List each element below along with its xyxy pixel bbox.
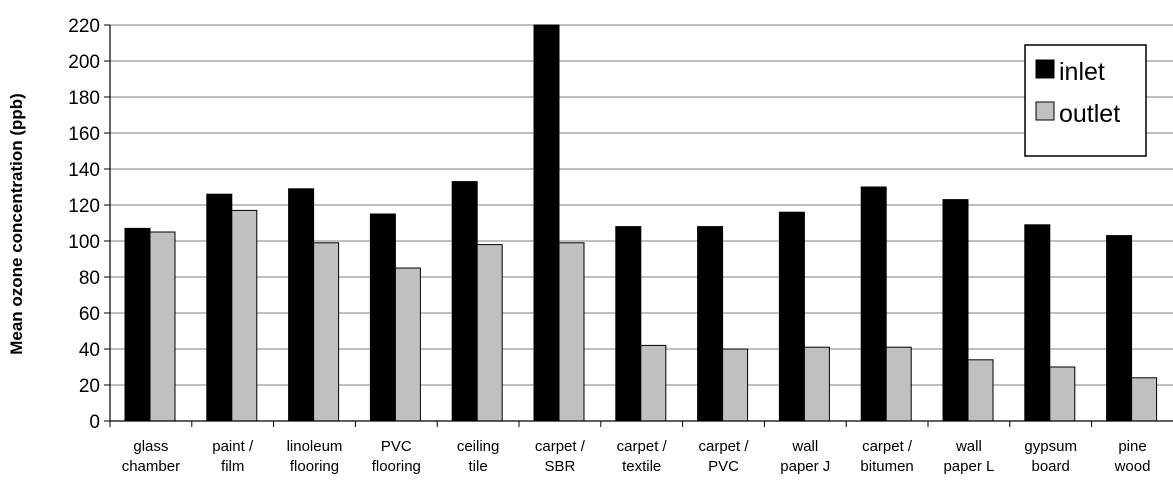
y-tick-label: 60 xyxy=(79,304,100,325)
x-category-label: PVC flooring xyxy=(372,438,421,475)
bar-outlet xyxy=(803,346,830,422)
bar-outlet xyxy=(313,242,340,422)
y-axis-title: Mean ozone concentration (ppb) xyxy=(7,93,26,355)
x-category-label-line: SBR xyxy=(544,458,575,475)
bar-outlet xyxy=(394,267,421,422)
x-category-label-line: carpet / xyxy=(698,438,749,455)
y-tick-label: 220 xyxy=(68,16,100,37)
x-category-label-line: board xyxy=(1032,458,1070,475)
bar-inlet xyxy=(1106,235,1133,422)
x-category-label: gypsum board xyxy=(1024,438,1077,475)
x-category-label: carpet / bitumen xyxy=(860,438,913,475)
bar-outlet xyxy=(149,231,176,422)
bar-outlet xyxy=(558,242,585,422)
y-tick-label: 140 xyxy=(68,160,100,181)
bar-outlet xyxy=(1131,377,1158,422)
bar-outlet xyxy=(231,209,258,422)
x-category-label-line: wall xyxy=(791,438,818,455)
y-tick-label: 100 xyxy=(68,232,100,253)
x-category-label: wall paper J xyxy=(780,438,830,475)
y-tick-label: 160 xyxy=(68,124,100,145)
x-category-label: ceiling tile xyxy=(457,438,500,475)
x-category-label: carpet / PVC xyxy=(698,438,749,475)
bar-inlet xyxy=(942,199,969,422)
x-category-label: carpet / textile xyxy=(617,438,668,475)
bar-inlet xyxy=(451,181,478,422)
x-category-label-line: carpet / xyxy=(862,438,913,455)
x-category-label-line: ceiling xyxy=(457,438,500,455)
bar-inlet xyxy=(1024,224,1051,422)
x-category-label: pine wood xyxy=(1114,438,1151,475)
x-category-label-line: chamber xyxy=(122,458,180,475)
x-category-label-line: gypsum xyxy=(1024,438,1077,455)
bar-outlet xyxy=(640,344,667,422)
x-category-label-line: film xyxy=(221,458,244,475)
x-category-label-line: paint / xyxy=(212,438,254,455)
legend-swatch-outlet xyxy=(1035,101,1055,121)
x-category-label-line: linoleum xyxy=(287,438,343,455)
bar-outlet xyxy=(722,348,749,422)
y-tick-label: 120 xyxy=(68,196,100,217)
x-category-label: wall paper L xyxy=(943,438,994,475)
x-category-label: carpet / SBR xyxy=(535,438,586,475)
x-category-label-line: flooring xyxy=(290,458,339,475)
bar-outlet xyxy=(885,346,912,422)
x-category-label-line: wall xyxy=(955,438,982,455)
axes xyxy=(104,24,1173,427)
bar-inlet xyxy=(615,226,642,422)
bar-inlet xyxy=(697,226,724,422)
x-category-label-line: PVC xyxy=(381,438,412,455)
x-category-label: glass chamber xyxy=(122,438,180,475)
y-tick-label: 180 xyxy=(68,88,100,109)
y-tick-label: 20 xyxy=(79,376,100,397)
x-category-label: paint / film xyxy=(212,438,254,475)
legend-label-inlet: inlet xyxy=(1059,58,1105,86)
bar-inlet xyxy=(288,188,315,422)
x-category-label-line: bitumen xyxy=(860,458,913,475)
bar-outlet xyxy=(967,359,994,422)
x-category-label: linoleum flooring xyxy=(287,438,343,475)
bar-inlet xyxy=(533,24,560,422)
x-category-label-line: pine xyxy=(1118,438,1146,455)
grid-lines xyxy=(110,24,1173,386)
y-tick-label: 40 xyxy=(79,340,100,361)
x-category-label-line: paper J xyxy=(780,458,830,475)
y-tick-label: 0 xyxy=(89,412,100,433)
x-category-label-line: wood xyxy=(1114,458,1151,475)
legend-swatch-inlet xyxy=(1035,59,1055,79)
x-category-label-line: paper L xyxy=(943,458,994,475)
bar-inlet xyxy=(206,193,233,422)
x-category-label-line: PVC xyxy=(708,458,739,475)
y-tick-labels: 0 20 40 60 80 100 120 140 160 180 200 220 xyxy=(68,16,100,433)
x-category-label-line: carpet / xyxy=(617,438,668,455)
x-category-label-line: tile xyxy=(469,458,488,475)
legend-label-outlet: outlet xyxy=(1059,100,1120,128)
bar-inlet xyxy=(860,186,887,422)
y-tick-label: 200 xyxy=(68,52,100,73)
y-tick-label: 80 xyxy=(79,268,100,289)
x-category-label-line: flooring xyxy=(372,458,421,475)
bar-outlet xyxy=(1049,366,1076,422)
bar-inlet xyxy=(778,211,805,422)
bar-outlet xyxy=(476,244,503,422)
x-category-label-line: glass xyxy=(133,438,168,455)
x-category-label-line: carpet / xyxy=(535,438,586,455)
bar-inlet xyxy=(369,213,396,422)
legend: inlet outlet xyxy=(1024,44,1147,157)
x-category-label-line: textile xyxy=(622,458,661,475)
bar-inlet xyxy=(124,227,151,422)
bars xyxy=(124,24,1158,422)
